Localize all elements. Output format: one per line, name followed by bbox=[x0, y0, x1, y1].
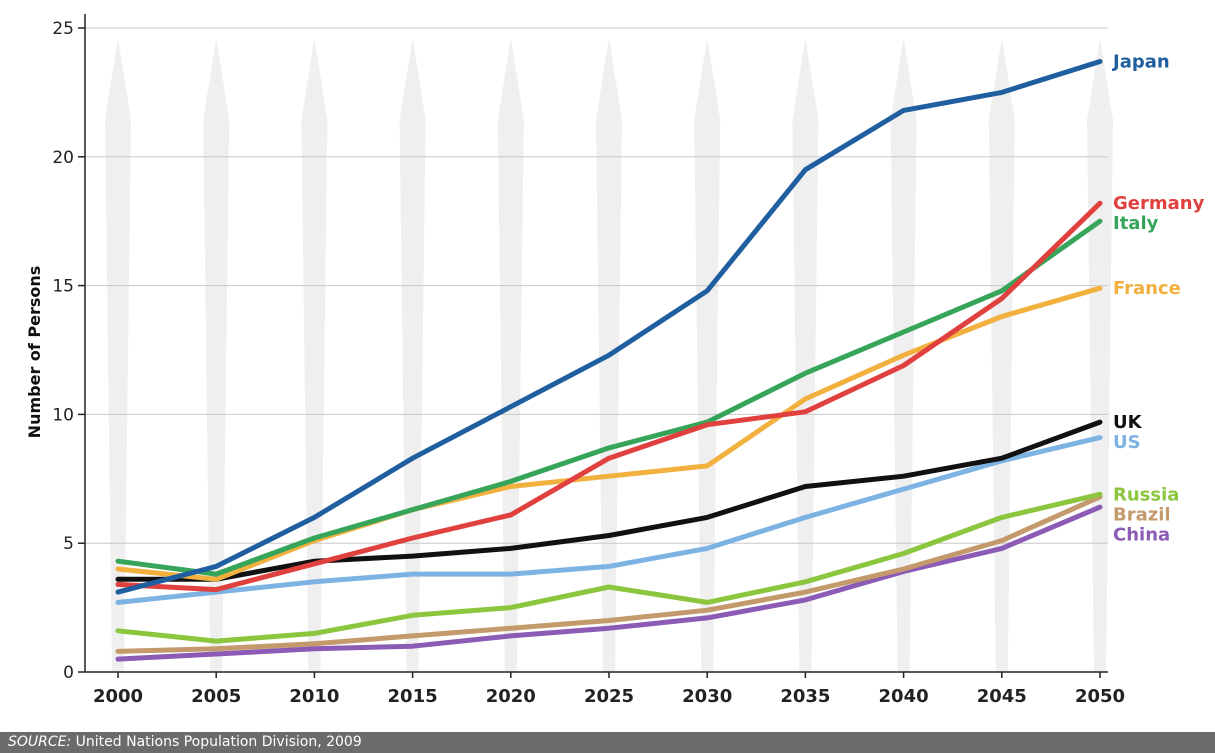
x-tick-label: 2025 bbox=[584, 686, 634, 707]
y-tick-label: 10 bbox=[52, 405, 74, 425]
series-label-us: US bbox=[1113, 432, 1141, 453]
x-tick-label: 2040 bbox=[879, 686, 929, 707]
series-label-china: China bbox=[1113, 524, 1170, 545]
x-tick-label: 2015 bbox=[388, 686, 438, 707]
y-tick-label: 25 bbox=[52, 19, 74, 39]
background-stripe bbox=[694, 38, 721, 672]
series-line-uk bbox=[115, 419, 1103, 582]
series-label-france: France bbox=[1113, 278, 1181, 299]
x-tick-label: 2050 bbox=[1075, 686, 1125, 707]
gridlines bbox=[85, 27, 1108, 544]
series-line-china bbox=[115, 504, 1103, 662]
series-label-italy: Italy bbox=[1113, 213, 1159, 234]
y-tick-label: 5 bbox=[63, 534, 74, 554]
y-axis-label: Number of Persons bbox=[25, 266, 44, 439]
background-stripe bbox=[1087, 38, 1113, 672]
background-stripe bbox=[988, 38, 1015, 672]
y-tick-label: 20 bbox=[52, 148, 74, 168]
x-tick-label: 2030 bbox=[682, 686, 732, 707]
x-tick-label: 2020 bbox=[486, 686, 536, 707]
background-stripe bbox=[301, 38, 328, 672]
series-label-brazil: Brazil bbox=[1113, 504, 1171, 525]
x-tick-label: 2000 bbox=[93, 686, 143, 707]
series-label-germany: Germany bbox=[1113, 193, 1205, 214]
background-stripe bbox=[497, 38, 524, 672]
y-tick-label: 15 bbox=[52, 277, 74, 297]
background-stripe bbox=[105, 38, 131, 672]
source-text: United Nations Population Division, 2009 bbox=[71, 734, 362, 750]
series-line-japan bbox=[115, 59, 1103, 595]
source-bar: SOURCE: United Nations Population Divisi… bbox=[0, 732, 1215, 753]
series-label-uk: UK bbox=[1113, 412, 1143, 433]
series-label-japan: Japan bbox=[1111, 51, 1170, 72]
background-stripe bbox=[203, 38, 230, 672]
series-lines bbox=[115, 59, 1103, 662]
series-line-russia bbox=[115, 491, 1103, 644]
x-tick-label: 2035 bbox=[780, 686, 830, 707]
source-prefix: SOURCE: bbox=[8, 734, 72, 750]
series-line-germany bbox=[115, 200, 1103, 593]
x-tick-label: 2010 bbox=[289, 686, 339, 707]
x-tick-label: 2045 bbox=[977, 686, 1027, 707]
series-label-russia: Russia bbox=[1113, 484, 1179, 505]
series-line-italy bbox=[115, 218, 1103, 577]
y-tick-label: 0 bbox=[63, 663, 74, 683]
series-line-us bbox=[115, 435, 1103, 605]
x-tick-label: 2005 bbox=[191, 686, 241, 707]
series-line-brazil bbox=[115, 494, 1103, 654]
